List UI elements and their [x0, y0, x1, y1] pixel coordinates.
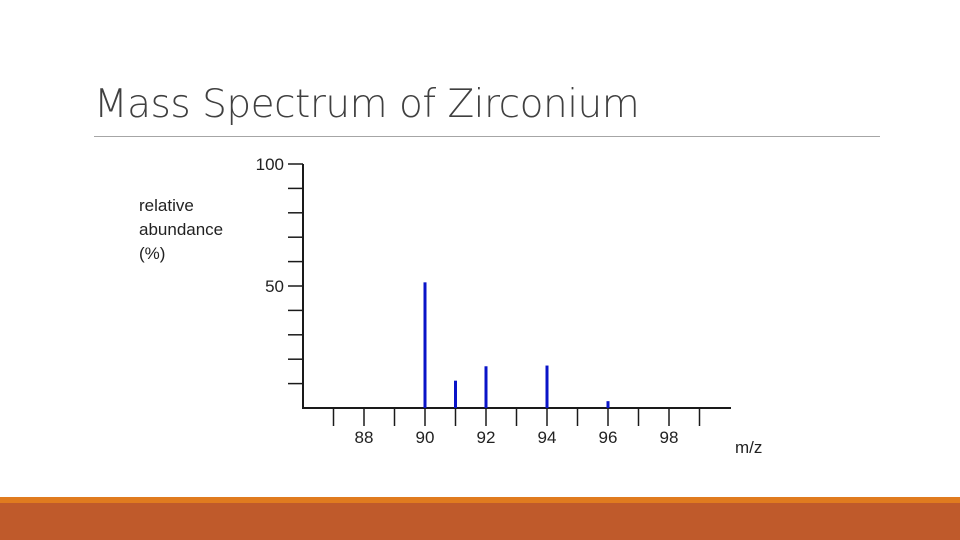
- y-axis-label-line-1: relative: [139, 196, 194, 215]
- peak-bar: [454, 380, 457, 408]
- x-tick-label: 88: [355, 428, 374, 447]
- chart-bars: [423, 282, 610, 408]
- x-tick-label: 98: [660, 428, 679, 447]
- footer-band-accent: [0, 497, 960, 503]
- footer-band: [0, 503, 960, 540]
- peak-bar: [423, 282, 427, 408]
- y-axis-label-line-3: (%): [139, 244, 166, 263]
- x-tick-label: 90: [416, 428, 435, 447]
- x-tick-label: 96: [599, 428, 618, 447]
- y-tick-label: 50: [265, 277, 284, 296]
- x-axis-label: m/z: [735, 438, 762, 457]
- chart-axes: [288, 163, 731, 426]
- title-underline: [94, 136, 880, 137]
- y-tick-label: 100: [256, 155, 284, 174]
- y-axis-label-line-2: abundance: [139, 220, 224, 239]
- peak-bar: [545, 365, 549, 408]
- x-tick-label: 94: [538, 428, 557, 447]
- x-tick-label: 92: [477, 428, 496, 447]
- peak-bar: [484, 366, 488, 408]
- peak-bar: [606, 401, 610, 408]
- slide-title: Mass Spectrum of Zirconium: [94, 82, 640, 127]
- chart-tick-labels: 100 50 88 90 92 94 96 98: [256, 155, 679, 447]
